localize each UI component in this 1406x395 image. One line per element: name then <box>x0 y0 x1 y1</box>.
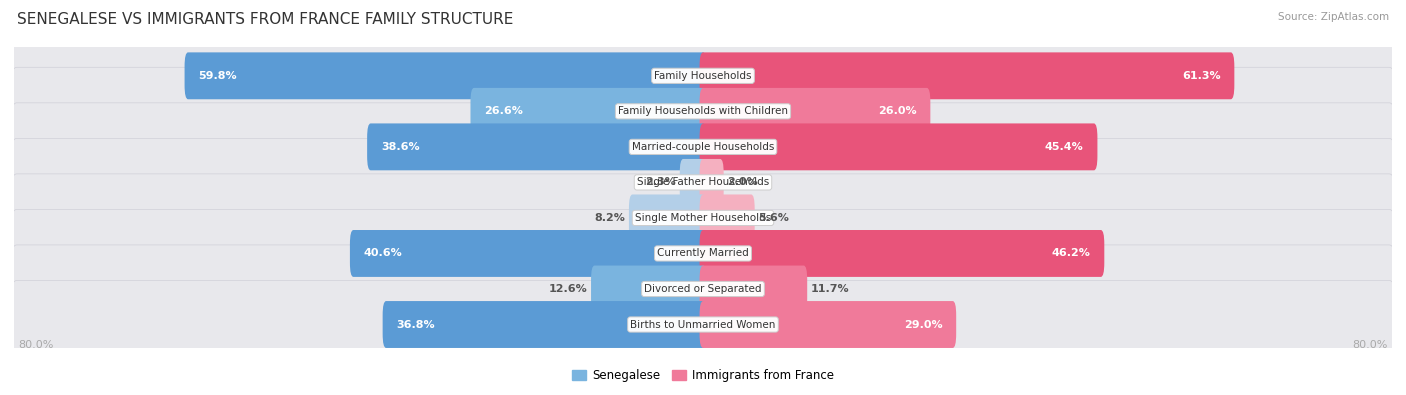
Text: 2.3%: 2.3% <box>645 177 676 187</box>
FancyBboxPatch shape <box>382 301 706 348</box>
FancyBboxPatch shape <box>10 174 1396 262</box>
Text: 8.2%: 8.2% <box>595 213 626 223</box>
Text: 61.3%: 61.3% <box>1182 71 1220 81</box>
Text: Divorced or Separated: Divorced or Separated <box>644 284 762 294</box>
Text: 11.7%: 11.7% <box>811 284 849 294</box>
FancyBboxPatch shape <box>700 123 1098 170</box>
FancyBboxPatch shape <box>10 103 1396 191</box>
FancyBboxPatch shape <box>700 194 755 241</box>
Text: 12.6%: 12.6% <box>548 284 588 294</box>
Text: 46.2%: 46.2% <box>1052 248 1091 258</box>
FancyBboxPatch shape <box>700 53 1234 99</box>
FancyBboxPatch shape <box>700 265 807 312</box>
FancyBboxPatch shape <box>591 265 706 312</box>
FancyBboxPatch shape <box>700 88 931 135</box>
Text: Family Households with Children: Family Households with Children <box>619 106 787 117</box>
FancyBboxPatch shape <box>10 138 1396 226</box>
FancyBboxPatch shape <box>700 159 724 206</box>
Text: 29.0%: 29.0% <box>904 320 942 329</box>
Text: 80.0%: 80.0% <box>1353 340 1388 350</box>
Text: SENEGALESE VS IMMIGRANTS FROM FRANCE FAMILY STRUCTURE: SENEGALESE VS IMMIGRANTS FROM FRANCE FAM… <box>17 12 513 27</box>
Text: 26.6%: 26.6% <box>484 106 523 117</box>
Text: 2.0%: 2.0% <box>727 177 758 187</box>
FancyBboxPatch shape <box>184 53 706 99</box>
Text: Currently Married: Currently Married <box>657 248 749 258</box>
Text: 59.8%: 59.8% <box>198 71 238 81</box>
FancyBboxPatch shape <box>628 194 706 241</box>
Text: Single Father Households: Single Father Households <box>637 177 769 187</box>
Text: Births to Unmarried Women: Births to Unmarried Women <box>630 320 776 329</box>
FancyBboxPatch shape <box>10 209 1396 297</box>
FancyBboxPatch shape <box>10 32 1396 120</box>
Text: Family Households: Family Households <box>654 71 752 81</box>
Text: Married-couple Households: Married-couple Households <box>631 142 775 152</box>
FancyBboxPatch shape <box>700 301 956 348</box>
Text: 45.4%: 45.4% <box>1045 142 1084 152</box>
FancyBboxPatch shape <box>350 230 706 277</box>
FancyBboxPatch shape <box>10 67 1396 155</box>
Text: 80.0%: 80.0% <box>18 340 53 350</box>
Text: 26.0%: 26.0% <box>877 106 917 117</box>
FancyBboxPatch shape <box>700 230 1104 277</box>
Legend: Senegalese, Immigrants from France: Senegalese, Immigrants from France <box>567 364 839 387</box>
FancyBboxPatch shape <box>10 245 1396 333</box>
Text: Single Mother Households: Single Mother Households <box>636 213 770 223</box>
Text: 38.6%: 38.6% <box>381 142 419 152</box>
FancyBboxPatch shape <box>679 159 706 206</box>
Text: Source: ZipAtlas.com: Source: ZipAtlas.com <box>1278 12 1389 22</box>
FancyBboxPatch shape <box>471 88 706 135</box>
Text: 5.6%: 5.6% <box>758 213 789 223</box>
FancyBboxPatch shape <box>367 123 706 170</box>
FancyBboxPatch shape <box>10 280 1396 369</box>
Text: 40.6%: 40.6% <box>364 248 402 258</box>
Text: 36.8%: 36.8% <box>396 320 434 329</box>
